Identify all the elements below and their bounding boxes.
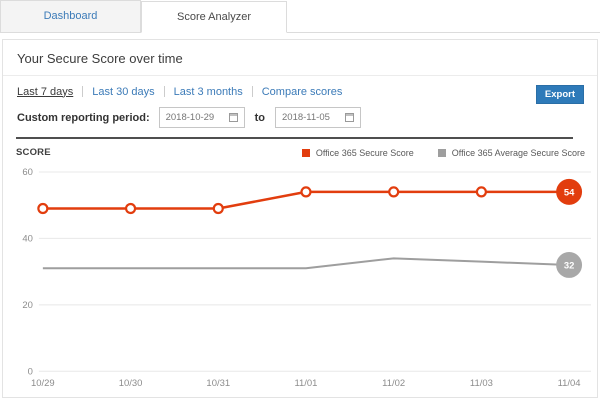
panel-header: Your Secure Score over time bbox=[3, 40, 597, 76]
legend-item-average-score: Office 365 Average Secure Score bbox=[437, 147, 585, 158]
calendar-icon[interactable] bbox=[345, 113, 354, 122]
chart-text: 10/30 bbox=[119, 378, 143, 389]
legend-swatch-gray bbox=[437, 148, 446, 157]
data-point-marker bbox=[212, 202, 224, 215]
controls-section: Last 7 days Last 30 days Last 3 months C… bbox=[3, 76, 597, 128]
chart-text: 60 bbox=[22, 167, 33, 178]
filter-compare-scores[interactable]: Compare scores bbox=[261, 85, 343, 98]
section-divider bbox=[16, 137, 573, 139]
chart-text: 32 bbox=[564, 260, 575, 271]
chart-text: 40 bbox=[22, 233, 33, 244]
page-title: Your Secure Score over time bbox=[17, 51, 183, 66]
end-value-badge bbox=[556, 178, 583, 205]
data-point-marker bbox=[300, 186, 312, 198]
end-date-field[interactable] bbox=[275, 107, 361, 128]
tab-dashboard-label: Dashboard bbox=[43, 10, 98, 22]
legend-label-average-score: Office 365 Average Secure Score bbox=[451, 147, 585, 158]
filter-last-7-days[interactable]: Last 7 days bbox=[17, 85, 74, 98]
chart-text: 11/04 bbox=[558, 378, 581, 389]
end-value-badge bbox=[556, 252, 583, 278]
chart-text: 11/03 bbox=[470, 378, 493, 389]
filter-divider bbox=[163, 86, 165, 97]
filter-divider bbox=[251, 86, 253, 97]
chart-text: 11/01 bbox=[294, 378, 317, 389]
end-date-input[interactable] bbox=[282, 112, 340, 123]
legend-swatch-red bbox=[301, 148, 310, 157]
custom-period-label: Custom reporting period: bbox=[17, 111, 150, 124]
data-point-marker bbox=[388, 186, 400, 198]
tab-dashboard[interactable]: Dashboard bbox=[0, 0, 141, 32]
filter-last-3-months[interactable]: Last 3 months bbox=[173, 85, 243, 98]
chart-legend: Office 365 Secure Score Office 365 Avera… bbox=[278, 148, 585, 158]
chart-text: 54 bbox=[564, 187, 575, 198]
calendar-icon[interactable] bbox=[228, 113, 238, 122]
data-point-marker bbox=[475, 186, 487, 198]
start-date-field[interactable] bbox=[158, 107, 245, 128]
chart-axis-title: SCORE bbox=[16, 147, 51, 158]
legend-item-secure-score: Office 365 Secure Score bbox=[301, 147, 414, 158]
filter-divider bbox=[82, 86, 84, 97]
filter-last-30-days[interactable]: Last 30 days bbox=[92, 85, 155, 98]
chart-area: 60 40 20 0 10/29 10/30 10/31 11/01 11/02 11/03 11/… bbox=[3, 160, 597, 397]
legend-label-secure-score: Office 365 Secure Score bbox=[315, 147, 414, 158]
tab-bar: Dashboard Score Analyzer bbox=[0, 0, 600, 33]
chart-text: 20 bbox=[22, 300, 33, 311]
tab-score-analyzer[interactable]: Score Analyzer bbox=[141, 1, 287, 33]
start-date-input[interactable] bbox=[165, 112, 224, 123]
content-panel: Your Secure Score over time Last 7 days … bbox=[2, 39, 598, 398]
tab-score-analyzer-label: Score Analyzer bbox=[177, 11, 251, 23]
chart-text: 0 bbox=[28, 366, 33, 377]
chart-text: 10/31 bbox=[206, 378, 230, 389]
line-chart: 60 40 20 010/29 10/30 10/31 11/01 11/02 11/03 11/… bbox=[22, 167, 592, 389]
series-line bbox=[42, 257, 570, 270]
export-button[interactable]: Export bbox=[535, 85, 584, 104]
custom-period-row: Custom reporting period: to bbox=[17, 107, 583, 128]
date-range-to-label: to bbox=[254, 111, 265, 124]
data-point-marker bbox=[37, 202, 49, 215]
chart-text: 10/29 bbox=[31, 378, 55, 389]
data-point-marker bbox=[124, 202, 137, 215]
chart-header: SCORE Office 365 Secure Score Office 365… bbox=[3, 139, 597, 158]
chart-text: 11/02 bbox=[382, 378, 405, 389]
time-range-filters: Last 7 days Last 30 days Last 3 months C… bbox=[17, 84, 583, 99]
